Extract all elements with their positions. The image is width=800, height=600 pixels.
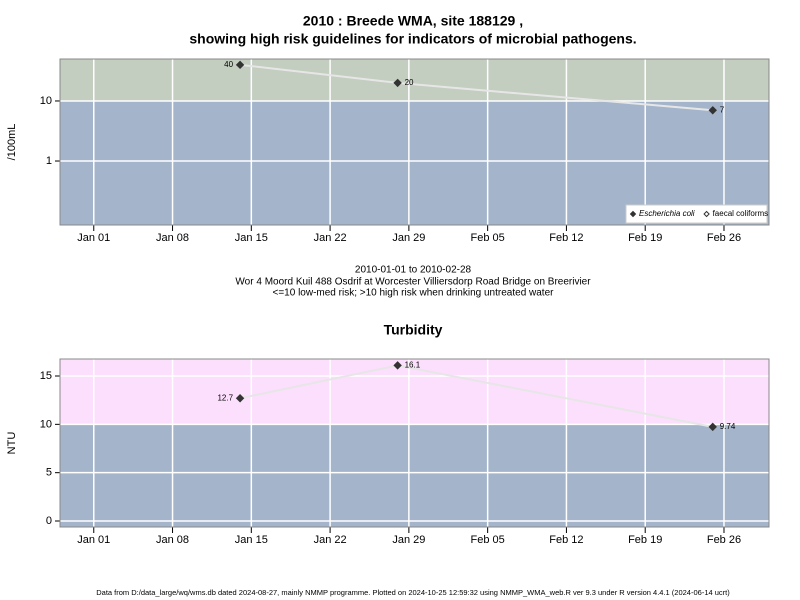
caption: <=10 low-med risk; >10 high risk when dr… — [273, 288, 555, 299]
marker — [708, 106, 717, 115]
y-tick-label: 10 — [40, 95, 52, 107]
plot-frame — [59, 58, 770, 226]
x-tick-label: Feb 19 — [628, 534, 662, 546]
x-tick-label: Jan 29 — [392, 534, 425, 546]
marker — [235, 60, 245, 70]
low-risk-band — [60, 424, 769, 527]
x-tick-label: Feb 05 — [471, 232, 505, 244]
y-tick-label: 10 — [40, 418, 52, 430]
high-risk-band — [60, 359, 769, 425]
y-tick-label: 0 — [46, 515, 52, 527]
x-tick-label: Jan 22 — [314, 232, 347, 244]
legend-marker — [703, 210, 710, 218]
chart-title: showing high risk guidelines for indicat… — [189, 31, 636, 47]
x-tick-label: Feb 12 — [549, 534, 583, 546]
data-label: 7 — [720, 105, 725, 114]
footer: Data from D:/data_large/wq/wms.db dated … — [96, 588, 730, 597]
high-risk-band — [60, 59, 769, 101]
x-tick-label: Jan 08 — [156, 534, 189, 546]
x-tick-label: Feb 26 — [707, 534, 741, 546]
caption: 2010-01-01 to 2010-02-28 — [355, 265, 472, 276]
data-label: 9.74 — [720, 422, 736, 431]
x-tick-label: Jan 15 — [235, 534, 268, 546]
legend-label: faecal coliforms — [713, 209, 769, 218]
x-tick-label: Jan 01 — [77, 232, 110, 244]
legend-box — [625, 204, 768, 224]
data-label: 12.7 — [217, 393, 233, 402]
plot-frame — [59, 358, 770, 528]
chart-title: 2010 : Breede WMA, site 188129 , — [303, 13, 523, 29]
data-label: 40 — [224, 60, 233, 69]
y-axis-label: NTU — [6, 432, 18, 455]
x-tick-label: Jan 29 — [392, 232, 425, 244]
marker — [235, 394, 245, 403]
marker — [393, 361, 402, 370]
caption: Wor 4 Moord Kuil 488 Osdrif at Worcester… — [235, 277, 591, 288]
marker — [393, 78, 402, 88]
x-tick-label: Jan 15 — [235, 232, 268, 244]
y-tick-label: 1 — [46, 155, 52, 167]
y-tick-label: 15 — [40, 370, 52, 382]
data-label: 20 — [405, 78, 414, 87]
data-label: 16.1 — [405, 360, 421, 369]
x-tick-label: Jan 08 — [156, 232, 189, 244]
y-axis-label: /100mL — [6, 124, 18, 161]
x-tick-label: Feb 05 — [471, 534, 505, 546]
x-tick-label: Jan 22 — [314, 534, 347, 546]
low-risk-band — [60, 100, 769, 225]
legend-label: Escherichia coli — [639, 209, 695, 218]
x-tick-label: Feb 12 — [549, 232, 583, 244]
y-tick-label: 5 — [46, 467, 52, 479]
marker — [708, 422, 717, 432]
x-tick-label: Feb 26 — [707, 232, 741, 244]
x-tick-label: Jan 01 — [77, 534, 110, 546]
x-tick-label: Feb 19 — [628, 232, 662, 244]
chart-title: Turbidity — [384, 322, 443, 338]
legend-marker — [629, 210, 637, 218]
